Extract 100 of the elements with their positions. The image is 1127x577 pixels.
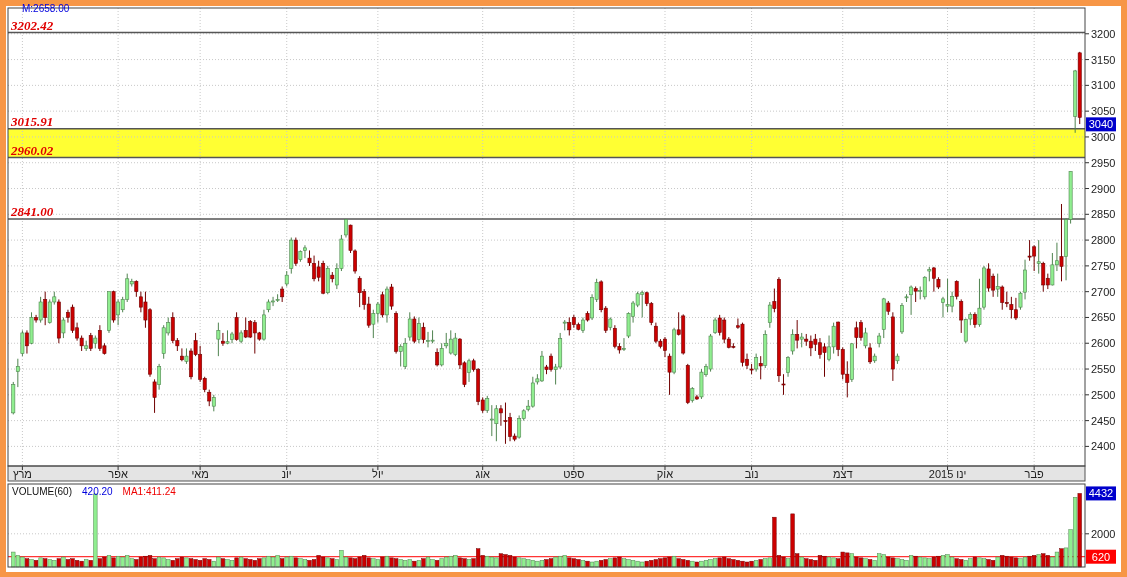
y-tick-label: 2500 (1091, 388, 1116, 401)
bar (371, 558, 376, 568)
bar (667, 556, 672, 568)
bar (767, 557, 772, 568)
bar (1041, 553, 1046, 568)
bar (325, 557, 330, 568)
bar (708, 559, 713, 568)
bar (507, 555, 513, 568)
bar (662, 557, 668, 568)
bar (986, 559, 991, 568)
bar (758, 559, 763, 568)
annotation: 420.20 (82, 486, 114, 497)
bar (24, 558, 30, 568)
bar (567, 557, 572, 568)
bar (193, 559, 198, 568)
bar (544, 559, 549, 568)
y-tick-label: 2400 (1091, 440, 1116, 453)
x-tick-label: אוק (656, 468, 674, 480)
bar (594, 560, 599, 568)
ref-line-label: 2960.02 (10, 142, 54, 158)
text: 3040 (1088, 118, 1114, 131)
bar (261, 557, 267, 568)
bar (93, 493, 98, 568)
bar (1013, 557, 1018, 568)
bar (129, 558, 134, 568)
bar (330, 558, 335, 568)
bar (685, 560, 690, 568)
y-tick-label: 2950 (1091, 156, 1116, 169)
bar (1018, 558, 1023, 568)
bar (849, 553, 854, 568)
x-tick-label: אפר (108, 468, 128, 480)
bar (220, 558, 225, 568)
bar (895, 558, 900, 568)
bar (1000, 555, 1005, 568)
bar (270, 556, 276, 568)
x-tick-label: ספט (563, 468, 585, 480)
bar (644, 560, 649, 568)
bar (170, 560, 175, 568)
bar (512, 556, 517, 568)
bar (439, 558, 444, 568)
bar (234, 557, 239, 568)
y-tick-label: 2750 (1091, 259, 1116, 272)
bar (863, 558, 868, 568)
bar (179, 556, 184, 568)
bar (239, 556, 244, 568)
bar (977, 557, 982, 568)
bar (590, 561, 595, 568)
y-tick-label: 2650 (1091, 311, 1116, 324)
bar (995, 556, 1000, 568)
bar (489, 556, 494, 568)
y-tick-label: 2900 (1091, 182, 1116, 195)
bar (43, 558, 48, 568)
bar (152, 558, 157, 568)
y-tick-label: 3000 (1091, 130, 1116, 143)
y-tick-label: 3150 (1091, 53, 1116, 66)
bar (407, 559, 412, 568)
y-tick-label: 3100 (1091, 79, 1116, 92)
bar (744, 561, 750, 568)
bar (804, 558, 809, 568)
bar (913, 555, 918, 568)
bar (184, 557, 189, 568)
bar (252, 560, 257, 568)
bar (585, 560, 590, 568)
y-tick-label: 2600 (1091, 337, 1116, 350)
x-tick-label: נוב (744, 468, 759, 480)
bar (972, 556, 977, 568)
bar (56, 558, 61, 568)
x-tick-label: יונ (281, 468, 292, 480)
bar (88, 560, 93, 568)
bar (61, 556, 66, 568)
bar (416, 560, 421, 568)
bar (1059, 548, 1064, 568)
y-tick-label: 2800 (1091, 234, 1116, 247)
y-tick-label: 3200 (1091, 27, 1116, 40)
bar (517, 557, 522, 568)
bar (398, 559, 403, 568)
bar (530, 560, 535, 568)
bar (831, 557, 836, 568)
bar (1022, 556, 1028, 568)
bar (47, 559, 52, 568)
bar (430, 559, 435, 568)
ref-line-label: 620 (1091, 550, 1111, 563)
y-tick-label: 2550 (1091, 363, 1116, 376)
bar (922, 557, 927, 568)
bar (562, 555, 567, 568)
bar (553, 556, 558, 568)
bar (29, 559, 34, 568)
x-tick-label: דצמ (832, 468, 853, 480)
bar (603, 559, 608, 568)
bar (38, 557, 43, 568)
annotation: M:2658.00 (22, 3, 70, 14)
bar (348, 557, 353, 568)
bar (963, 560, 968, 568)
x-tick-label: מרץ (12, 468, 32, 480)
bar (817, 555, 823, 568)
bar (11, 551, 16, 568)
bar (298, 558, 303, 568)
bar (890, 557, 895, 568)
bar (808, 559, 813, 568)
bar (307, 560, 312, 568)
